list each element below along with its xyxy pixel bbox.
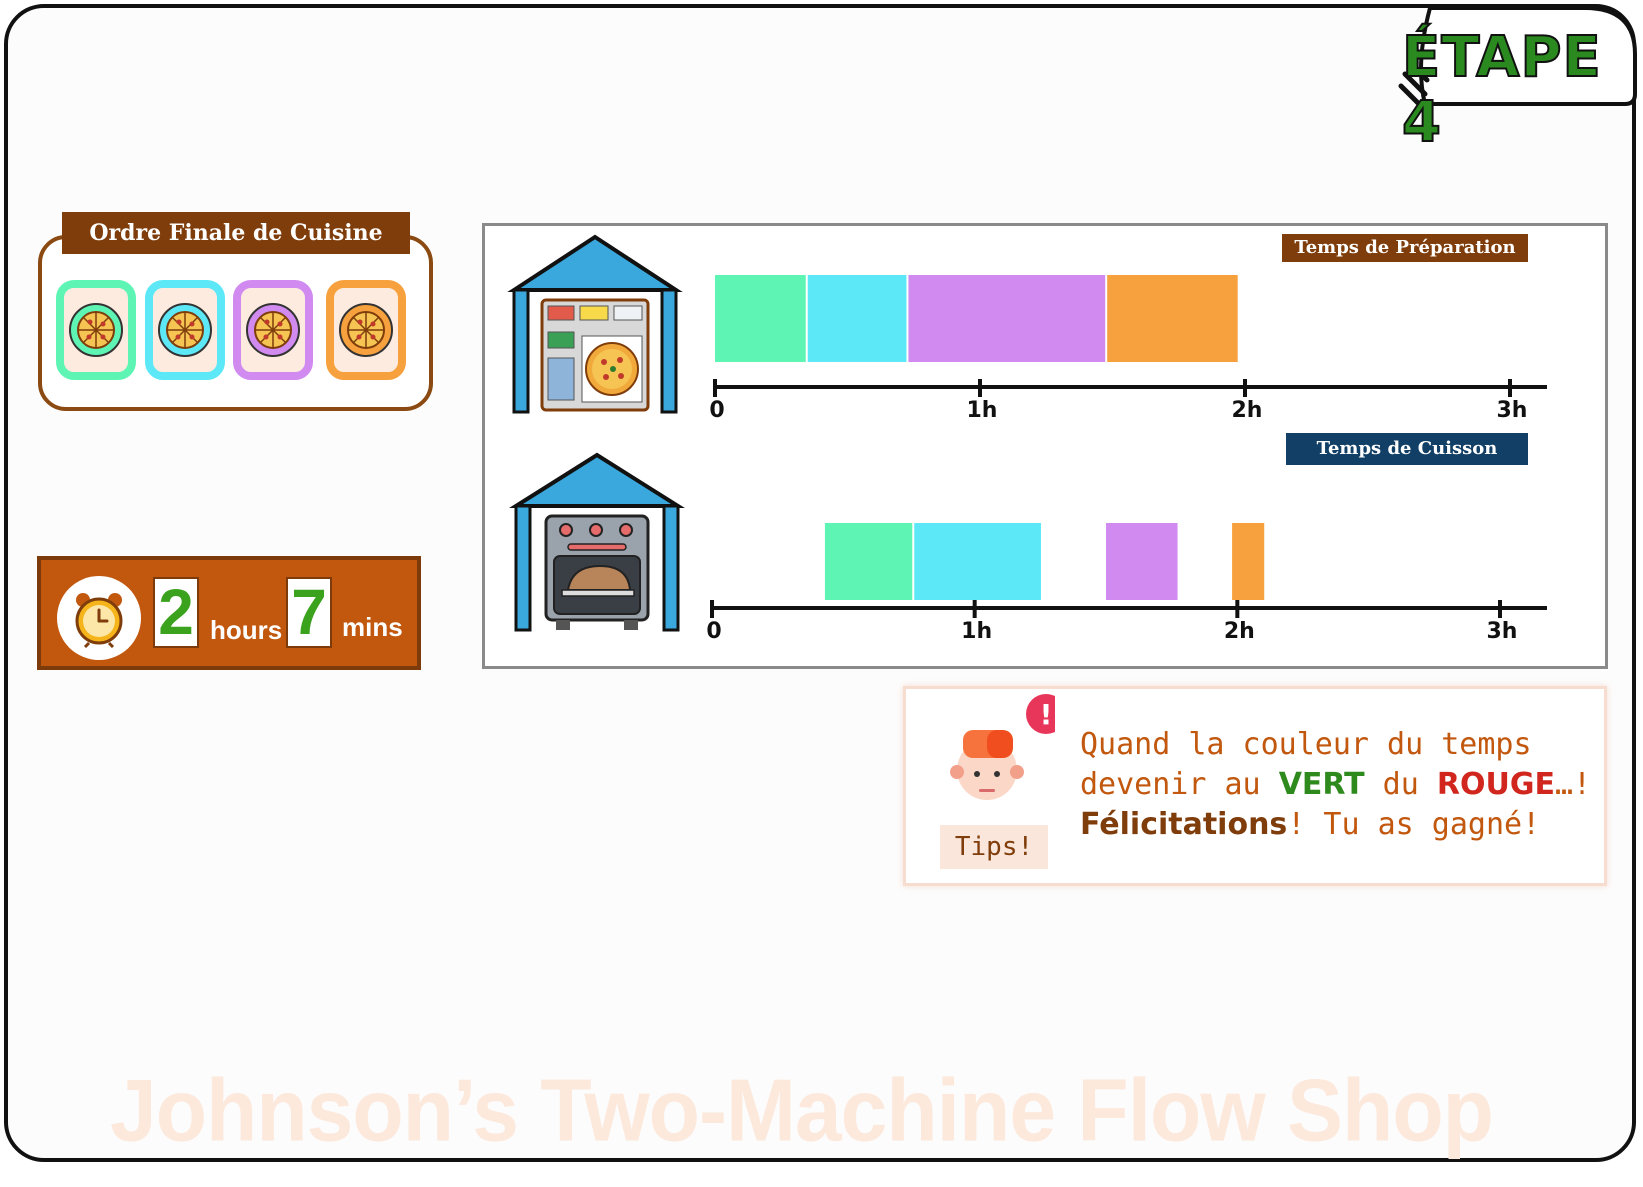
prep-time-tag: Temps de Préparation bbox=[1282, 234, 1528, 262]
pizza-tile-pizza-orange bbox=[326, 280, 406, 380]
tick-label: 3h bbox=[1497, 398, 1528, 423]
schedule-chart: 0 1h 2h 3h 0 1h 2h 3h bbox=[507, 234, 1547, 644]
pizza-icon bbox=[246, 303, 300, 357]
bar-purple bbox=[908, 275, 1106, 362]
bar-cyan bbox=[807, 275, 907, 362]
pizza-tile-pizza-purple bbox=[233, 280, 313, 380]
hours-value: 2 bbox=[153, 577, 199, 648]
mins-label: mins bbox=[342, 612, 403, 642]
cook-time-tag: Temps de Cuisson bbox=[1286, 433, 1528, 465]
pizza-tile-pizza-cyan bbox=[145, 280, 225, 380]
pizza-icon bbox=[158, 303, 212, 357]
tick-label: 1h bbox=[961, 619, 992, 644]
tick-label: 0 bbox=[709, 398, 724, 423]
tips-line-2: devenir au VERT du ROUGE…! bbox=[1080, 767, 1592, 802]
pizza-icon bbox=[339, 303, 393, 357]
tick-label: 0 bbox=[706, 619, 721, 644]
tips-text: Quand la couleur du temps devenir au VER… bbox=[1080, 725, 1591, 845]
tick-label: 3h bbox=[1487, 619, 1518, 644]
bar-green bbox=[715, 275, 806, 362]
fridge-icon bbox=[507, 234, 683, 414]
bar-green bbox=[824, 523, 913, 600]
bar-orange bbox=[1107, 275, 1238, 362]
tips-line-3: Félicitations! Tu as gagné! bbox=[1080, 807, 1541, 842]
bar-cyan bbox=[914, 523, 1041, 600]
bar-orange bbox=[1232, 523, 1265, 600]
order-title: Ordre Finale de Cuisine bbox=[62, 212, 410, 254]
tick-label: 2h bbox=[1232, 398, 1263, 423]
stage-label: ÉTAPE 4 bbox=[1401, 24, 1602, 156]
stage-tab bbox=[1385, 4, 1643, 106]
tips-line-1: Quand la couleur du temps bbox=[1080, 727, 1532, 762]
tips-label: Tips! bbox=[940, 825, 1048, 869]
svg-text:!: ! bbox=[1040, 698, 1053, 731]
tick-label: 2h bbox=[1224, 619, 1255, 644]
bar-purple bbox=[1106, 523, 1178, 600]
oven-icon bbox=[509, 452, 685, 632]
tick-label: 1h bbox=[967, 398, 998, 423]
boy-face-icon: ! bbox=[950, 694, 1055, 800]
alarm-clock-icon bbox=[57, 576, 141, 660]
hours-label: hours bbox=[210, 615, 283, 645]
pizza-icon bbox=[69, 303, 123, 357]
pizza-tile-pizza-green bbox=[56, 280, 136, 380]
watermark-title: Johnson’s Two-Machine Flow Shop bbox=[110, 1060, 1494, 1160]
mins-value: 7 bbox=[286, 577, 332, 648]
